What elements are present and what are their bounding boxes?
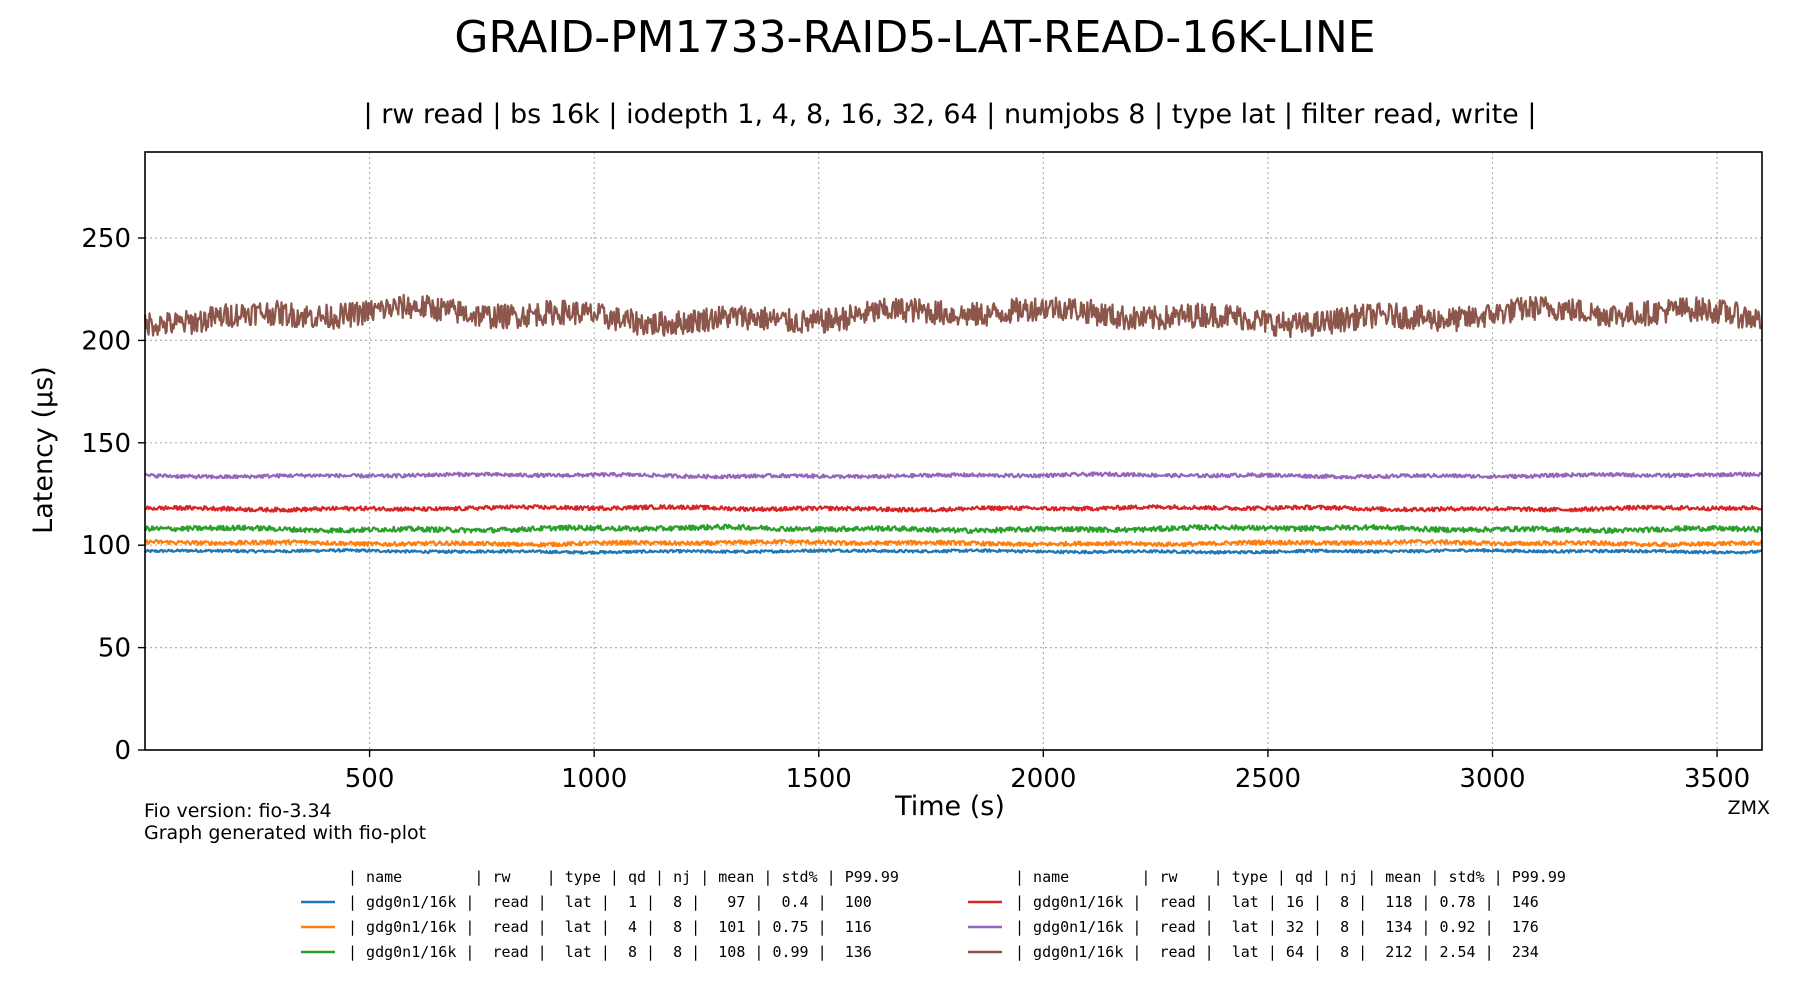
grid	[145, 152, 1762, 751]
y-tick-label: 150	[81, 429, 131, 459]
legend-table: | name | rw | type | qd | nj | mean | st…	[301, 868, 1566, 961]
x-tick-label: 1000	[561, 764, 627, 794]
y-tick-label: 250	[81, 224, 131, 254]
y-tick-label: 200	[81, 326, 131, 356]
legend-row-qd32: | gdg0n1/16k | read | lat | 32 | 8 | 134…	[1015, 918, 1539, 936]
y-tick-label: 50	[98, 634, 131, 664]
x-axis-label: Time (s)	[894, 791, 1005, 822]
x-tick-label: 1500	[786, 764, 852, 794]
series-line-qd16	[144, 504, 1763, 513]
legend-row-qd8: | gdg0n1/16k | read | lat | 8 | 8 | 108 …	[348, 943, 872, 961]
x-tick-label: 3000	[1459, 764, 1525, 794]
series-line-qd8	[144, 523, 1764, 535]
series-lines	[143, 293, 1764, 555]
series-line-qd64	[143, 293, 1763, 339]
corner-label: ZMX	[1728, 797, 1770, 819]
x-tick-label: 500	[345, 764, 395, 794]
axis-ticks: 500 1000 1500 2000 2500 3000 3500 0 50 100 150 200 2…	[81, 224, 1750, 794]
legend-row-qd1: | gdg0n1/16k | read | lat | 1 | 8 | 97 |…	[348, 893, 872, 911]
fio-version-note: Fio version: fio-3.34	[144, 800, 332, 822]
x-tick-label: 3500	[1684, 764, 1750, 794]
chart-subtitle: | rw read | bs 16k | iodepth 1, 4, 8, 16…	[364, 99, 1537, 130]
legend-row-qd16: | gdg0n1/16k | read | lat | 16 | 8 | 118…	[1015, 893, 1539, 911]
x-tick-label: 2500	[1235, 764, 1301, 794]
legend-header-left: | name | rw | type | qd | nj | mean | st…	[348, 868, 899, 886]
plot-frame	[144, 151, 1763, 751]
y-tick-label: 0	[114, 736, 131, 766]
chart-title: GRAID-PM1733-RAID5-LAT-READ-16K-LINE	[454, 12, 1375, 63]
y-tick-label: 100	[81, 531, 131, 561]
series-line-qd1	[144, 547, 1763, 555]
fio-plot-note: Graph generated with fio-plot	[144, 822, 426, 844]
legend-header-right: | name | rw | type | qd | nj | mean | st…	[1015, 868, 1566, 886]
series-line-qd32	[144, 471, 1763, 480]
x-tick-label: 2000	[1010, 764, 1076, 794]
legend-row-qd4: | gdg0n1/16k | read | lat | 4 | 8 | 101 …	[348, 918, 872, 936]
y-axis-label: Latency (µs)	[28, 366, 59, 534]
series-line-qd4	[143, 538, 1763, 548]
legend-row-qd64: | gdg0n1/16k | read | lat | 64 | 8 | 212…	[1015, 943, 1539, 961]
